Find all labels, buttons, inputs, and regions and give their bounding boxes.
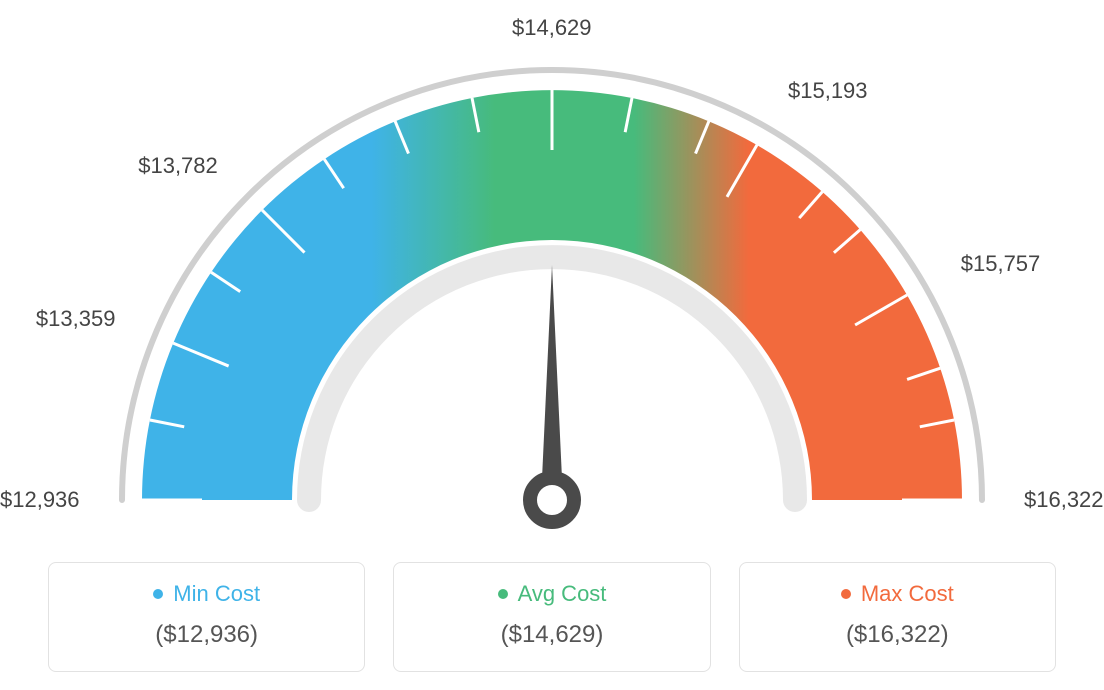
- min-cost-card: Min Cost ($12,936): [48, 562, 365, 672]
- max-cost-card: Max Cost ($16,322): [739, 562, 1056, 672]
- min-cost-title-row: Min Cost: [153, 581, 260, 607]
- gauge-tick-label: $15,193: [788, 78, 868, 104]
- summary-cards: Min Cost ($12,936) Avg Cost ($14,629) Ma…: [48, 562, 1056, 672]
- avg-cost-value: ($14,629): [404, 621, 699, 649]
- gauge-tick-label: $16,322: [1024, 487, 1104, 513]
- avg-cost-title-row: Avg Cost: [498, 581, 607, 607]
- gauge-chart: $12,936 $13,359 $13,782 $14,629 $15,193 $15,7…: [0, 0, 1104, 560]
- gauge-tick-label: $13,359: [36, 306, 116, 332]
- gauge-tick-label: $14,629: [512, 15, 592, 41]
- max-cost-value: ($16,322): [750, 621, 1045, 649]
- min-cost-dot-icon: [153, 589, 163, 599]
- max-cost-title-row: Max Cost: [841, 581, 954, 607]
- avg-cost-dot-icon: [498, 589, 508, 599]
- chart-container: $12,936 $13,359 $13,782 $14,629 $15,193 $15,7…: [0, 0, 1104, 690]
- max-cost-title: Max Cost: [861, 581, 954, 607]
- gauge-hub: [530, 478, 574, 522]
- avg-cost-title: Avg Cost: [518, 581, 607, 607]
- gauge-tick-label: $13,782: [138, 153, 218, 179]
- gauge-needle: [541, 265, 563, 500]
- min-cost-title: Min Cost: [173, 581, 260, 607]
- gauge-svg: [0, 0, 1104, 560]
- max-cost-dot-icon: [841, 589, 851, 599]
- avg-cost-card: Avg Cost ($14,629): [393, 562, 710, 672]
- min-cost-value: ($12,936): [59, 621, 354, 649]
- gauge-tick-label: $12,936: [0, 487, 80, 513]
- gauge-tick-label: $15,757: [961, 251, 1041, 277]
